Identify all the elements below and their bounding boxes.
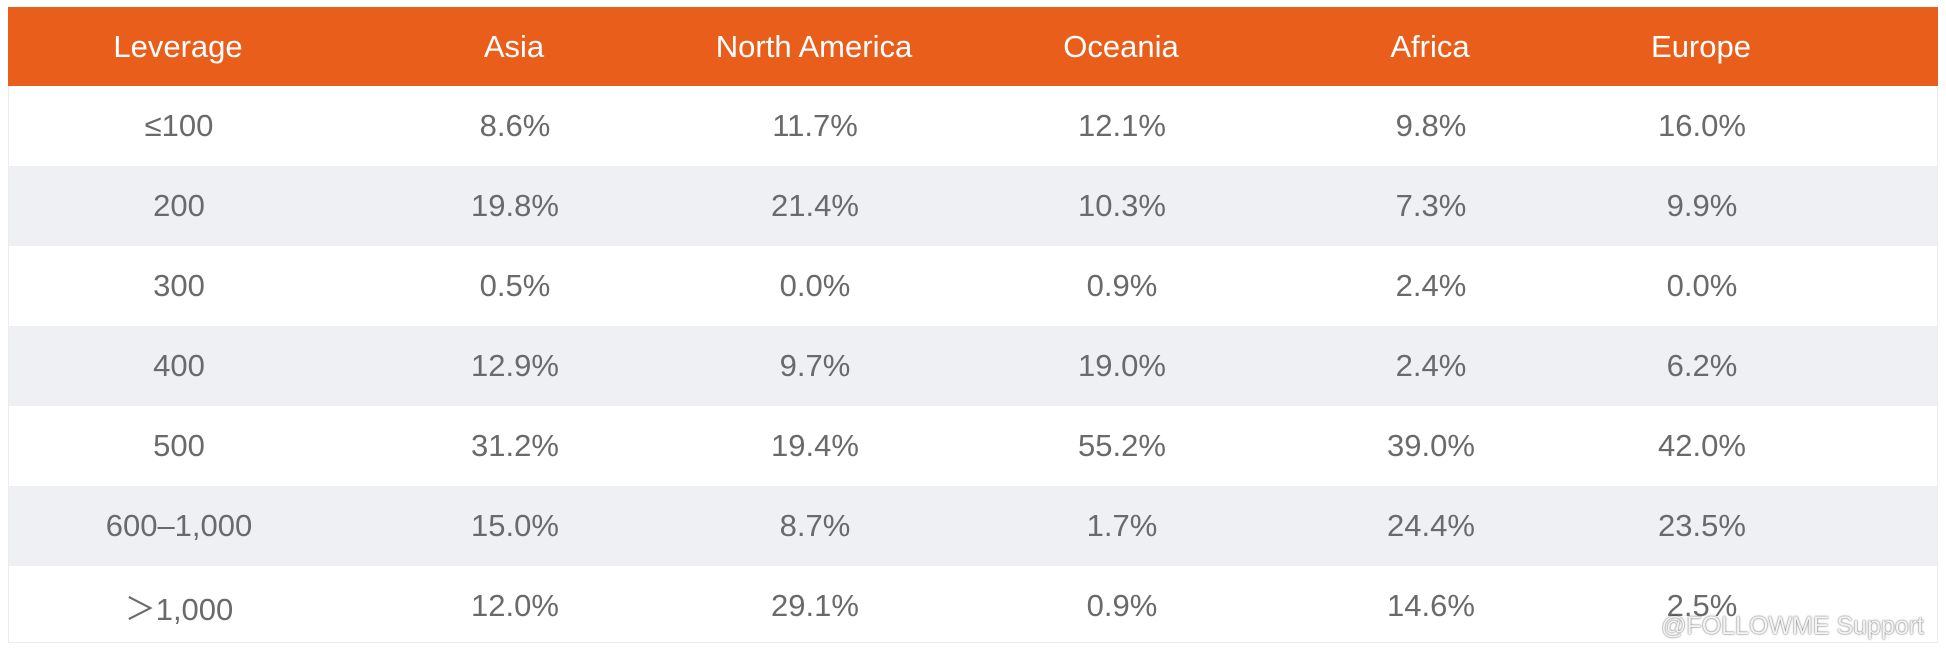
value-cell: 0.9% <box>1086 588 1158 623</box>
leverage-cell: ≤100 <box>144 108 214 143</box>
value-cell: 2.4% <box>1395 268 1467 303</box>
value-cell: 0.5% <box>479 268 551 303</box>
value-cell: 23.5% <box>1658 508 1746 543</box>
value-cell: 16.0% <box>1658 108 1746 143</box>
table-row: 400 12.9% 9.7% 19.0% 2.4% 6.2% <box>9 326 1937 406</box>
value-cell: 6.2% <box>1666 348 1738 383</box>
value-cell: 24.4% <box>1387 508 1475 543</box>
column-header: Europe <box>1651 28 1751 64</box>
value-cell: 15.0% <box>471 508 559 543</box>
value-cell: 8.7% <box>779 508 851 543</box>
value-cell: 12.9% <box>471 348 559 383</box>
column-header: Africa <box>1390 28 1470 64</box>
column-header: Asia <box>483 28 545 64</box>
leverage-cell: 300 <box>153 268 205 303</box>
value-cell: 31.2% <box>471 428 559 463</box>
value-cell: 29.1% <box>771 588 859 623</box>
value-cell: 12.1% <box>1078 108 1166 143</box>
value-cell: 12.0% <box>471 588 559 623</box>
column-header: Leverage <box>113 28 243 64</box>
leverage-cell: 200 <box>153 188 205 223</box>
table-row: ＞1,000 12.0% 29.1% 0.9% 14.6% 2.5% <box>9 566 1937 646</box>
value-cell: 9.9% <box>1666 188 1738 223</box>
value-cell: 0.0% <box>779 268 851 303</box>
value-cell: 2.4% <box>1395 348 1467 383</box>
value-cell: 0.0% <box>1666 268 1738 303</box>
value-cell: 9.8% <box>1395 108 1467 143</box>
column-header: Oceania <box>1063 28 1179 64</box>
watermark: @FOLLOWME Support <box>1631 612 1924 641</box>
value-cell: 39.0% <box>1387 428 1475 463</box>
leverage-table: Leverage Asia North America Oceania Africa Eu… <box>8 7 1938 643</box>
value-cell: 8.6% <box>479 108 551 143</box>
leverage-cell: 400 <box>153 348 205 383</box>
value-cell: 19.4% <box>771 428 859 463</box>
value-cell: 19.8% <box>471 188 559 223</box>
value-cell: 19.0% <box>1078 348 1166 383</box>
value-cell: 2.5% <box>1666 588 1738 623</box>
value-cell: 21.4% <box>771 188 859 223</box>
value-cell: 10.3% <box>1078 188 1166 223</box>
value-cell: 1.7% <box>1086 508 1158 543</box>
value-cell: 0.9% <box>1086 268 1158 303</box>
table-row: 200 19.8% 21.4% 10.3% 7.3% 9.9% <box>9 166 1937 246</box>
column-header: North America <box>715 28 913 64</box>
leverage-cell: 500 <box>153 428 205 463</box>
value-cell: 7.3% <box>1395 188 1467 223</box>
leverage-cell: 600–1,000 <box>105 508 253 543</box>
weibo-icon <box>1631 617 1655 637</box>
watermark-text: @FOLLOWME Support <box>1661 612 1924 640</box>
table-header-row: Leverage Asia North America Oceania Africa Eu… <box>8 7 1938 86</box>
value-cell: 11.7% <box>772 108 858 143</box>
value-cell: 14.6% <box>1387 588 1475 623</box>
table-row: 500 31.2% 19.4% 55.2% 39.0% 42.0% <box>9 406 1937 486</box>
value-cell: 55.2% <box>1078 428 1166 463</box>
table-row: ≤100 8.6% 11.7% 12.1% 9.8% 16.0% <box>9 86 1937 166</box>
value-cell: 9.7% <box>779 348 851 383</box>
leverage-cell: ＞1,000 <box>124 591 234 627</box>
table-row: 600–1,000 15.0% 8.7% 1.7% 24.4% 23.5% <box>9 486 1937 566</box>
value-cell: 42.0% <box>1658 428 1746 463</box>
table-row: 300 0.5% 0.0% 0.9% 2.4% 0.0% <box>9 246 1937 326</box>
